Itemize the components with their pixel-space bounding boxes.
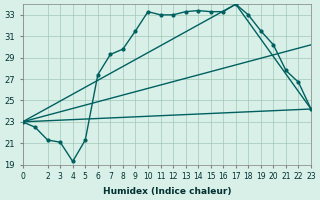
- X-axis label: Humidex (Indice chaleur): Humidex (Indice chaleur): [102, 187, 231, 196]
